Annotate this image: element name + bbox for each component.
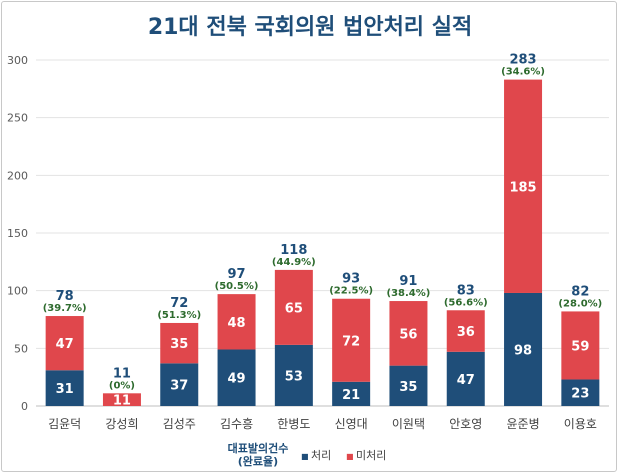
legend-label-unprocessed: 미처리 xyxy=(356,449,386,462)
bar-segment-unprocessed xyxy=(389,301,428,366)
bar-value-label: 11 xyxy=(113,394,131,409)
bars: 3147(39.7%)7811(0%)113735(51.3%)724948(5… xyxy=(43,53,603,409)
bar-value-label: 56 xyxy=(399,327,417,342)
bar-value-label: 49 xyxy=(228,372,246,387)
bar-segment-processed xyxy=(332,381,371,406)
bar-segment-processed xyxy=(561,379,600,406)
bar-segment-unprocessed xyxy=(217,294,256,350)
total-label: 118 xyxy=(280,243,307,258)
bar-segment-processed xyxy=(217,349,256,406)
bar-segment-unprocessed xyxy=(504,79,543,293)
bar-value-label: 98 xyxy=(514,343,532,358)
x-tick-label: 김윤덕 xyxy=(48,417,81,431)
bar-value-label: 72 xyxy=(342,334,360,349)
bar-segment-unprocessed xyxy=(332,298,371,382)
bar-value-label: 35 xyxy=(170,337,188,352)
total-label: 83 xyxy=(457,283,475,298)
x-tick-label: 김수흥 xyxy=(220,417,253,431)
legend-label-processed: 처리 xyxy=(311,449,331,462)
bar-segment-unprocessed xyxy=(561,311,600,380)
bar-segment-unprocessed xyxy=(446,310,485,352)
total-label: 93 xyxy=(342,272,360,287)
completion-rate-label: (44.9%) xyxy=(272,257,316,268)
total-label: 97 xyxy=(228,267,246,282)
y-tick-label: 100 xyxy=(7,285,28,298)
y-tick-label: 150 xyxy=(7,227,28,240)
x-tick-label: 김성주 xyxy=(163,417,196,431)
y-axis: 0 50 100 150 200 250 300 xyxy=(7,54,28,413)
bar-value-label: 53 xyxy=(285,369,303,384)
total-label: 91 xyxy=(399,274,417,289)
bar-segment-processed xyxy=(446,351,485,406)
bar-value-label: 21 xyxy=(342,388,360,403)
completion-rate-label: (28.0%) xyxy=(558,298,602,309)
completion-rate-label: (22.5%) xyxy=(329,286,373,297)
bar-value-label: 37 xyxy=(170,379,188,394)
bar-segment-processed xyxy=(160,363,199,406)
bar-value-label: 35 xyxy=(399,380,417,395)
bar-segment-unprocessed xyxy=(160,322,199,364)
bar-segment-processed xyxy=(45,370,84,406)
x-tick-label: 이원택 xyxy=(392,417,425,431)
y-tick-label: 250 xyxy=(7,112,28,125)
total-label: 283 xyxy=(509,53,536,68)
completion-rate-label: (38.4%) xyxy=(387,288,431,299)
bar-segment-unprocessed xyxy=(274,269,313,345)
legend-swatch-processed: ■ xyxy=(301,452,309,461)
x-tick-label: 윤준병 xyxy=(506,417,539,431)
x-tick-label: 안호영 xyxy=(449,417,482,431)
completion-rate-label: (50.5%) xyxy=(215,281,259,292)
bar-value-label: 47 xyxy=(56,337,74,352)
total-label: 11 xyxy=(113,366,131,381)
total-label: 78 xyxy=(56,289,74,304)
legend-title: 대표발의건수 xyxy=(228,441,289,455)
bar-value-label: 65 xyxy=(285,301,303,316)
bar-value-label: 31 xyxy=(56,382,74,397)
completion-rate-label: (0%) xyxy=(109,380,135,391)
legend-subtitle: (완료율) xyxy=(238,455,278,468)
completion-rate-label: (34.6%) xyxy=(501,67,545,78)
bar-segment-unprocessed xyxy=(102,393,141,406)
bar-value-label: 36 xyxy=(457,325,475,340)
x-axis: 김윤덕 강성희 김성주 김수흥 한병도 신영대 이원택 안호영 윤준병 이용호 xyxy=(48,417,597,431)
completion-rate-label: (51.3%) xyxy=(157,310,201,321)
bar-segment-processed xyxy=(389,365,428,406)
y-tick-label: 0 xyxy=(21,400,28,413)
total-label: 82 xyxy=(571,284,589,299)
bar-segment-unprocessed xyxy=(45,316,84,371)
bar-value-label: 59 xyxy=(571,339,589,354)
bar-value-label: 47 xyxy=(457,373,475,388)
completion-rate-label: (56.6%) xyxy=(444,297,488,308)
legend-swatch-unprocessed: ■ xyxy=(346,452,354,461)
bar-value-label: 185 xyxy=(509,180,536,195)
legend: 대표발의건수 (완료율) ■ 처리 ■ 미처리 xyxy=(228,441,387,468)
x-tick-label: 한병도 xyxy=(277,417,310,431)
bar-value-label: 23 xyxy=(571,387,589,402)
y-tick-label: 300 xyxy=(7,54,28,67)
y-tick-label: 50 xyxy=(14,342,28,355)
bar-value-label: 48 xyxy=(228,316,246,331)
x-tick-label: 신영대 xyxy=(335,417,368,431)
x-tick-label: 이용호 xyxy=(564,417,597,431)
total-label: 72 xyxy=(170,296,188,311)
bar-segment-processed xyxy=(504,292,543,406)
x-tick-label: 강성희 xyxy=(105,417,138,431)
completion-rate-label: (39.7%) xyxy=(43,303,87,314)
chart-title: 21대 전북 국회의원 법안처리 실적 xyxy=(148,15,472,40)
bar-segment-processed xyxy=(274,344,313,406)
y-tick-label: 200 xyxy=(7,169,28,182)
